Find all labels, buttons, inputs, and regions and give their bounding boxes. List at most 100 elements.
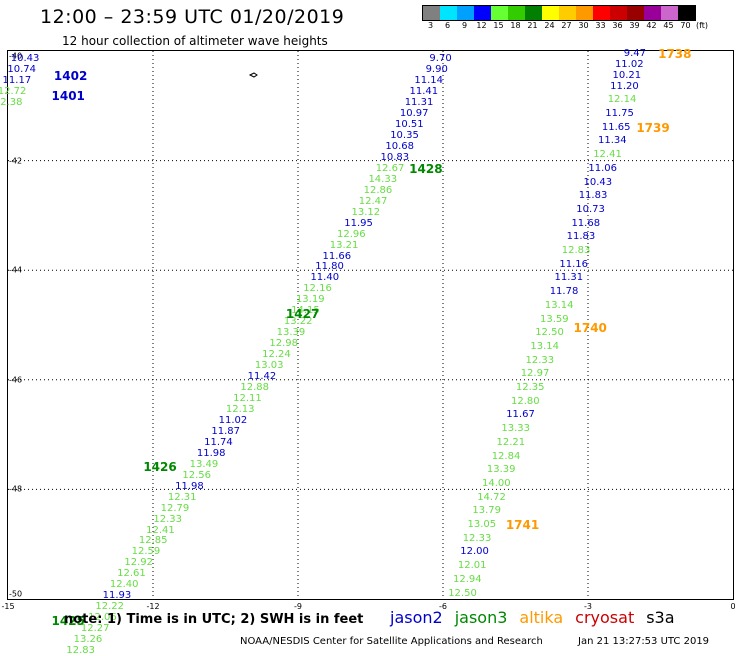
legend-tick-label: 36	[612, 21, 623, 30]
wave-height-reading: 10.73	[576, 203, 605, 215]
legend-swatch	[678, 6, 695, 20]
satellite-name-cryosat: cryosat	[575, 608, 635, 627]
pass-id-label: 1741	[505, 518, 540, 533]
wave-height-reading: 12.72	[0, 86, 27, 98]
legend-tick-label: 6	[444, 21, 451, 30]
wave-height-reading: 11.95	[344, 217, 373, 229]
wave-height-reading: 13.05	[467, 519, 497, 531]
longitude-label: 0	[730, 602, 736, 611]
wave-height-reading: 12.50	[448, 587, 477, 599]
wave-height-reading: 12.00	[460, 546, 489, 558]
wave-height-reading: 13.49	[189, 458, 219, 470]
wave-height-reading: 13.22	[283, 316, 313, 328]
wave-height-reading: 10.21	[612, 69, 642, 81]
satellite-name-altika: altika	[519, 608, 564, 627]
satellite-name-s3a: s3a	[646, 608, 675, 627]
wave-height-reading: 13.14	[544, 299, 574, 311]
wave-height-reading: 12.38	[0, 97, 23, 109]
wave-height-reading: 9.47	[623, 47, 646, 59]
wave-height-reading: 12.31	[167, 491, 197, 503]
footer-timestamp: Jan 21 13:27:53 UTC 2019	[578, 636, 710, 647]
wave-height-reading: 12.16	[303, 283, 332, 295]
wave-height-reading: 13.26	[73, 634, 103, 646]
satellite-legend: jason2 jason3 altika cryosat s3a	[390, 608, 687, 627]
wave-height-reading: 10.35	[390, 129, 419, 141]
wave-height-reading: 12.35	[515, 382, 545, 394]
pass-id-label: 1425	[51, 613, 85, 628]
page-title: 12:00 – 23:59 UTC 01/20/2019	[40, 6, 345, 28]
wave-height-reading: 13.79	[472, 505, 501, 517]
legend-tick-label: 24	[544, 21, 555, 30]
legend-swatch	[423, 6, 440, 20]
latitude-label: -44	[9, 265, 23, 275]
wave-height-reading: 11.98	[175, 480, 204, 492]
legend-tick-label: 15	[493, 21, 504, 30]
wave-height-reading: 11.98	[196, 447, 226, 459]
wave-height-reading: 14.15	[291, 305, 320, 317]
wave-height-reading: 12.86	[363, 184, 393, 196]
wave-height-reading: 12.33	[462, 532, 492, 544]
legend-tick-label: 12	[476, 21, 487, 30]
page-subtitle: 12 hour collection of altimeter wave hei…	[62, 34, 328, 48]
wave-height-reading: 12.67	[375, 162, 405, 174]
pass-id-label: 1427	[285, 307, 320, 322]
satellite-name-jason2: jason2	[390, 608, 443, 627]
wave-height-reading: 12.41	[146, 524, 175, 536]
wave-height-reading: 11.06	[588, 162, 617, 174]
legend-swatch	[644, 6, 661, 20]
color-scale-legend	[422, 5, 696, 21]
wave-height-reading: 14.00	[482, 477, 511, 489]
wave-height-reading: 12.88	[240, 382, 269, 394]
wave-height-reading: 12.27	[80, 623, 110, 635]
wave-height-reading: 10.43	[583, 176, 613, 188]
wave-height-reading: 11.17	[2, 75, 32, 87]
latitude-label: -42	[9, 156, 23, 166]
latitude-label: -50	[9, 589, 23, 599]
wave-height-reading: 12.98	[269, 338, 298, 350]
legend-tick-label: 45	[663, 21, 674, 30]
wave-height-reading: 12.83	[561, 245, 591, 257]
wave-height-reading: 12.14	[607, 94, 637, 106]
pass-id-label: 1428	[409, 161, 443, 176]
wave-height-reading: 11.65	[601, 121, 631, 133]
legend-tick-label: 3	[427, 21, 434, 30]
wave-height-reading: 9.90	[425, 64, 448, 76]
pass-id-label: 1401	[51, 88, 85, 103]
legend-unit: (ft)	[696, 21, 709, 30]
legend-swatch	[440, 6, 457, 20]
wave-height-reading: 11.41	[409, 86, 439, 98]
wave-height-reading: 11.68	[571, 217, 601, 229]
legend-tick-label: 39	[629, 21, 640, 30]
wave-height-reading: 13.33	[501, 423, 530, 435]
wave-height-reading: 12.80	[511, 395, 540, 407]
wave-height-reading: 12.84	[491, 450, 521, 462]
legend-swatch	[610, 6, 627, 20]
wave-height-reading: 12.41	[593, 149, 622, 161]
wave-height-reading: 11.93	[102, 590, 132, 602]
island-outline	[248, 72, 258, 78]
legend-tick-label: 18	[510, 21, 521, 30]
wave-height-reading: 10.68	[385, 140, 414, 152]
legend-swatch	[457, 6, 474, 20]
wave-height-reading: 12.33	[525, 354, 555, 366]
wave-height-reading: 12.92	[124, 557, 153, 569]
map-plot-area: -40 -42 -44 -46 -48 -50 -15 -12 -9 -6 -3 0 10.43 10.7…	[0, 47, 736, 656]
wave-height-reading: 12.83	[66, 645, 95, 656]
pass-id-label: 1740	[573, 320, 607, 335]
wave-height-reading: 13.03	[254, 360, 284, 372]
latitude-label: -48	[9, 484, 23, 494]
longitude-label: -6	[439, 602, 447, 611]
wave-height-reading: 11.20	[610, 80, 639, 92]
pass-id-label: 1426	[143, 460, 177, 475]
wave-height-reading: 12.59	[131, 546, 161, 558]
wave-height-reading: 11.74	[204, 436, 233, 448]
wave-height-reading: 12.40	[109, 579, 139, 591]
wave-height-reading: 12.85	[138, 535, 168, 547]
legend-tick-label: 9	[461, 21, 468, 30]
wave-height-reading: 11.83	[578, 190, 608, 202]
wave-height-reading: 10.74	[7, 64, 37, 76]
legend-swatch	[542, 6, 559, 20]
wave-height-reading: 9.70	[429, 53, 452, 65]
legend-tick-label: 21	[527, 21, 538, 30]
wave-height-reading: 13.59	[540, 313, 569, 325]
